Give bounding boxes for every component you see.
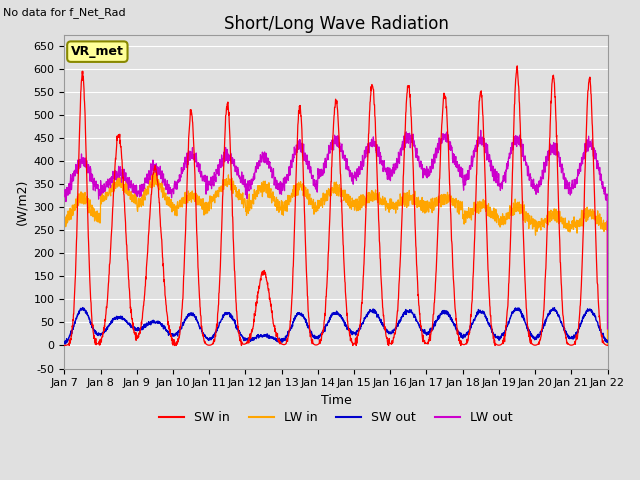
Y-axis label: (W/m2): (W/m2) [15, 179, 28, 225]
X-axis label: Time: Time [321, 394, 351, 407]
Text: No data for f_Net_Rad: No data for f_Net_Rad [3, 7, 126, 18]
Text: VR_met: VR_met [71, 45, 124, 58]
Title: Short/Long Wave Radiation: Short/Long Wave Radiation [223, 15, 449, 33]
Legend: SW in, LW in, SW out, LW out: SW in, LW in, SW out, LW out [154, 406, 518, 429]
